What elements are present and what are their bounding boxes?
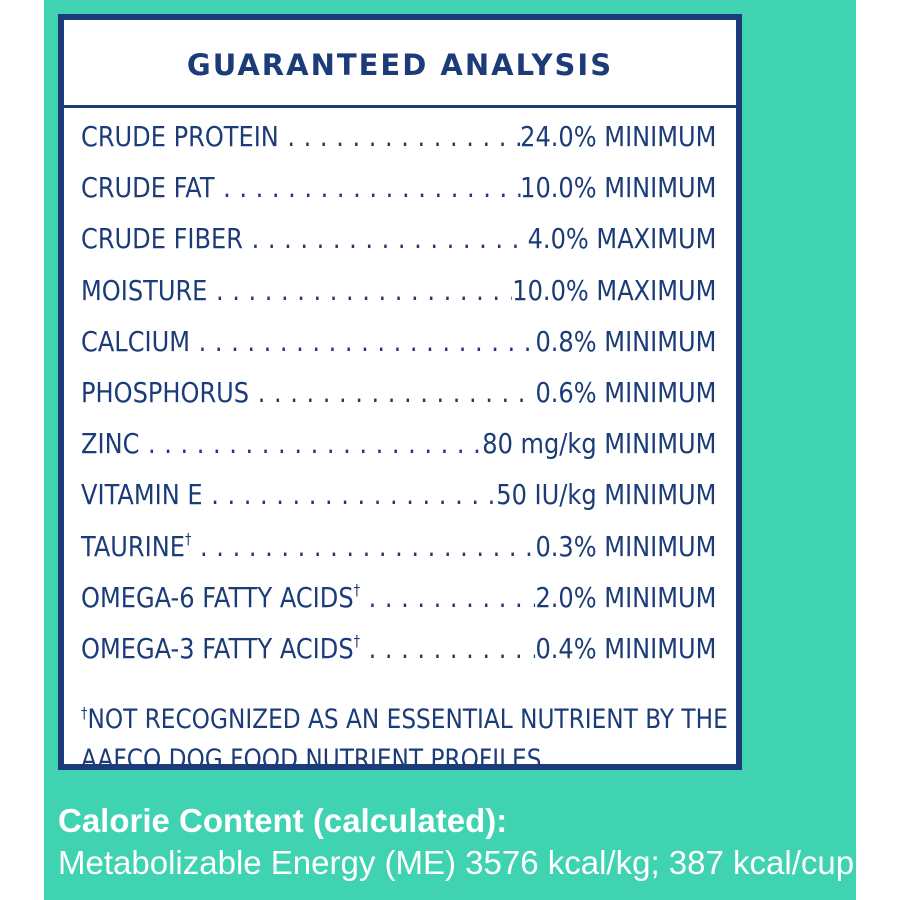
nutrient-value: 0.3% MINIMUM: [535, 529, 717, 563]
nutrient-name: CRUDE FAT: [81, 171, 215, 204]
analysis-row: CRUDE FIBER.............................…: [81, 222, 716, 273]
nutrient-name: CRUDE PROTEIN: [81, 120, 279, 153]
nutrient-value: 10.0% MAXIMUM: [512, 273, 717, 307]
nutrient-name: CRUDE FIBER: [81, 222, 243, 255]
nutrient-name: MOISTURE: [81, 274, 207, 307]
nutrient-value: 2.0% MINIMUM: [535, 580, 717, 614]
nutrient-name-text: CRUDE FAT: [81, 171, 215, 205]
nutrient-name-text: CRUDE PROTEIN: [81, 120, 279, 153]
nutrient-value: 4.0% MAXIMUM: [527, 222, 717, 256]
nutrient-name: ZINC: [81, 427, 139, 460]
footnote-mark: †: [81, 704, 88, 723]
guaranteed-analysis-box: GUARANTEED ANALYSIS CRUDE PROTEIN.......…: [58, 14, 742, 775]
analysis-row: PHOSPHORUS..............................…: [81, 376, 716, 427]
dagger-mark: †: [185, 529, 192, 548]
nutrient-name-text: OMEGA-3 FATTY ACIDS: [81, 631, 354, 665]
leader-dots: ........................................: [368, 631, 536, 665]
nutrient-value: 0.6% MINIMUM: [535, 375, 717, 409]
nutrient-value: 0.4% MINIMUM: [535, 631, 717, 665]
nutrient-value: 0.8% MINIMUM: [535, 324, 717, 358]
nutrient-name: OMEGA-6 FATTY ACIDS†: [81, 581, 360, 614]
nutrient-name: TAURINE†: [81, 530, 191, 563]
footnote: †NOT RECOGNIZED AS AN ESSENTIAL NUTRIENT…: [81, 693, 751, 780]
leader-dots: ........................................: [368, 580, 536, 614]
nutrient-name-text: CRUDE FIBER: [81, 222, 244, 256]
analysis-row: CRUDE PROTEIN...........................…: [81, 120, 716, 171]
leader-dots: ........................................: [223, 171, 521, 205]
dagger-mark: †: [353, 580, 361, 599]
nutrient-name-text: PHOSPHORUS: [81, 375, 250, 409]
leader-dots: ........................................: [198, 324, 536, 358]
nutrient-name-text: CALCIUM: [81, 324, 191, 358]
nutrient-value: 10.0% MINIMUM: [520, 171, 717, 205]
nutrient-name: CALCIUM: [81, 325, 190, 358]
nutrient-name-text: ZINC: [81, 427, 140, 461]
leader-dots: ........................................: [148, 427, 482, 461]
nutrient-name-text: MOISTURE: [81, 273, 208, 307]
nutrient-name: PHOSPHORUS: [81, 376, 249, 409]
calorie-content: Calorie Content (calculated): Metaboliza…: [58, 800, 854, 884]
leader-dots: ........................................: [216, 273, 513, 307]
nutrient-name-text: VITAMIN E: [81, 478, 203, 512]
leader-dots: ........................................: [211, 478, 496, 512]
nutrient-name-text: TAURINE: [81, 529, 186, 563]
analysis-row: CALCIUM.................................…: [81, 325, 716, 376]
nutrient-value: 80 mg/kg MINIMUM: [482, 427, 717, 461]
analysis-row: ZINC....................................…: [81, 427, 716, 478]
analysis-row: MOISTURE................................…: [81, 274, 716, 325]
nutrient-name: OMEGA-3 FATTY ACIDS†: [81, 632, 360, 665]
footnote-text: NOT RECOGNIZED AS AN ESSENTIAL NUTRIENT …: [81, 704, 728, 776]
calorie-heading: Calorie Content (calculated):: [58, 802, 508, 839]
calorie-text: Metabolizable Energy (ME) 3576 kcal/kg; …: [58, 844, 855, 881]
nutrient-name-text: OMEGA-6 FATTY ACIDS: [81, 580, 354, 614]
nutrient-value: 50 IU/kg MINIMUM: [496, 478, 717, 512]
analysis-row: TAURINE†................................…: [81, 530, 716, 581]
analysis-row: OMEGA-3 FATTY ACIDS†....................…: [81, 632, 716, 683]
analysis-row: CRUDE FAT...............................…: [81, 171, 716, 222]
dagger-mark: †: [353, 631, 361, 650]
leader-dots: ........................................: [287, 120, 520, 153]
leader-dots: ........................................: [257, 375, 536, 409]
analysis-row: VITAMIN E...............................…: [81, 478, 716, 529]
analysis-title: GUARANTEED ANALYSIS: [64, 20, 736, 108]
nutrient-name: VITAMIN E: [81, 478, 203, 511]
leader-dots: ........................................: [200, 529, 535, 563]
analysis-rows: CRUDE PROTEIN...........................…: [64, 120, 736, 683]
analysis-row: OMEGA-6 FATTY ACIDS†....................…: [81, 581, 716, 632]
leader-dots: ........................................: [251, 222, 528, 256]
nutrient-value: 24.0% MINIMUM: [520, 120, 717, 153]
